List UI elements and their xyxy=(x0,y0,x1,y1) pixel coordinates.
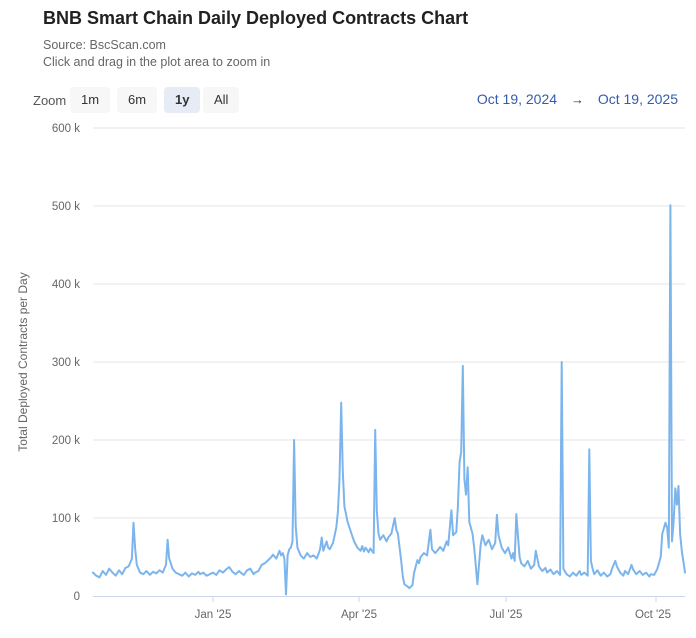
date-range: Oct 19, 2024 → Oct 19, 2025 xyxy=(477,91,678,107)
y-axis-label-100k: 100 k xyxy=(52,513,80,525)
zoom-label: Zoom xyxy=(33,93,67,108)
y-axis-label-500k: 500 k xyxy=(52,201,80,213)
y-axis-label-200k: 200 k xyxy=(52,435,80,447)
x-axis xyxy=(93,596,685,602)
date-range-from[interactable]: Oct 19, 2024 xyxy=(476,91,558,107)
x-axis-label-oct25: Oct '25 xyxy=(635,609,671,621)
y-axis-label-400k: 400 k xyxy=(52,279,80,291)
chart-title: BNB Smart Chain Daily Deployed Contracts… xyxy=(43,8,469,28)
y-axis-label-300k: 300 k xyxy=(52,357,80,369)
x-axis-label-jul25: Jul '25 xyxy=(490,609,523,621)
x-axis-label-jan25: Jan '25 xyxy=(195,609,232,621)
zoom-button-6m[interactable]: 6m xyxy=(117,87,158,113)
y-axis-labels: 0 100 k 200 k 300 k 400 k 500 k 600 k xyxy=(52,123,80,603)
zoom-button-1m[interactable]: 1m xyxy=(70,87,111,113)
zoom-button-all[interactable]: All xyxy=(203,87,240,113)
chart-subtitle-hint: Click and drag in the plot area to zoom … xyxy=(43,55,271,69)
plot-area[interactable] xyxy=(93,128,685,596)
y-axis-title: Total Deployed Contracts per Day xyxy=(16,272,30,451)
chart-subtitle-source: Source: BscScan.com xyxy=(43,38,166,52)
y-axis-label-0: 0 xyxy=(74,591,80,603)
x-axis-labels: Jan '25 Apr '25 Jul '25 Oct '25 xyxy=(195,609,671,621)
zoom-button-1y[interactable]: 1y xyxy=(164,87,201,113)
date-range-arrow-icon: → xyxy=(570,92,584,107)
date-range-to[interactable]: Oct 19, 2025 xyxy=(597,91,678,107)
y-axis-label-600k: 600 k xyxy=(52,123,80,135)
series-line xyxy=(92,204,686,596)
gridlines xyxy=(93,127,685,519)
range-selector-toolbar: Zoom 1m 6m 1y All Oct 19, 2024 → Oct 19,… xyxy=(0,87,696,115)
x-axis-label-apr25: Apr '25 xyxy=(341,609,377,621)
